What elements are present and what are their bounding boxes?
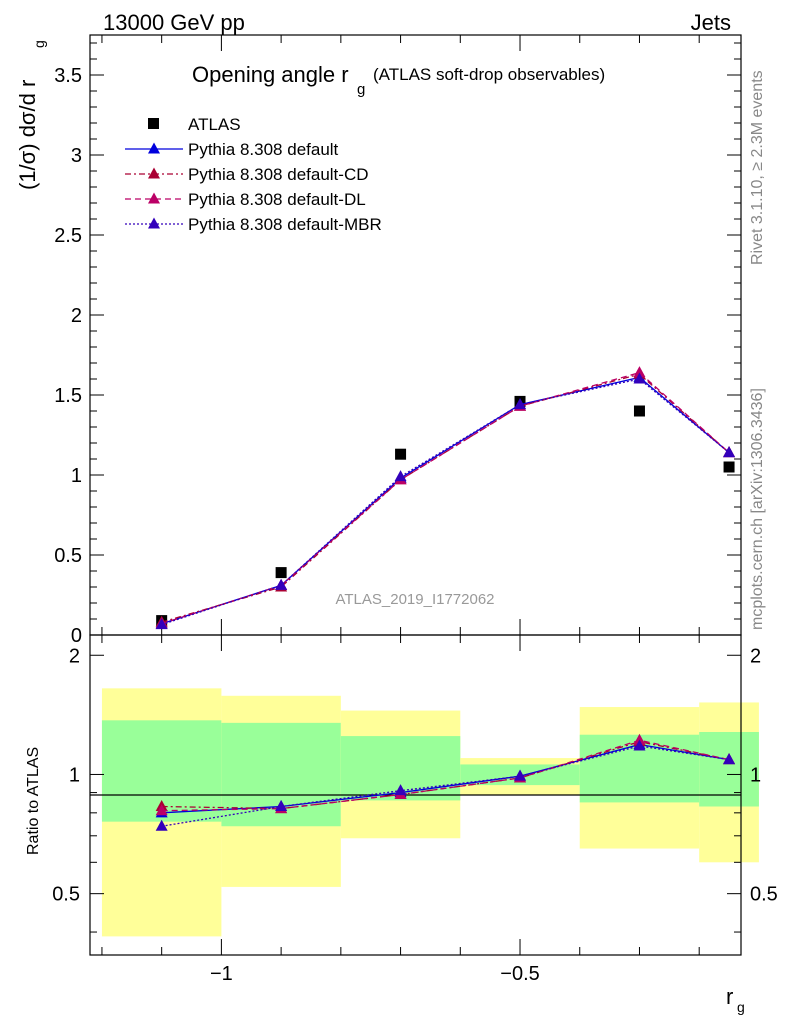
ratio-y-axis-label: Ratio to ATLAS	[25, 747, 42, 855]
legend-marker	[148, 142, 160, 154]
ratio-uncertainty-bands	[101, 688, 759, 937]
data-point	[275, 567, 287, 579]
data-point	[723, 446, 736, 458]
main-panel: 0.5 1 1.5 2 2.5 3 3.5 0 Opening angle r g (ATLA…	[15, 34, 742, 647]
data-point	[633, 372, 646, 384]
legend-label: Pythia 8.308 default-DL	[188, 190, 366, 209]
ratio-series-line	[161, 743, 730, 814]
legend: ATLAS Pythia 8.308 default Pythia 8.308 de…	[125, 115, 382, 234]
ratio-series-line	[161, 741, 730, 810]
series-pythia-8-308-default-dl	[155, 366, 736, 629]
data-point	[514, 398, 527, 410]
y-tick-label: 3	[71, 145, 82, 167]
x-tick-label: −0.5	[500, 963, 539, 985]
ratio-data-point	[155, 819, 168, 831]
legend-marker	[148, 192, 160, 204]
energy-label: 13000 GeV pp	[103, 10, 245, 35]
x-tick-label: −1	[210, 963, 233, 985]
y-tick-label: 1.5	[54, 385, 82, 407]
legend-label: Pythia 8.308 default	[188, 140, 339, 159]
main-series-group	[155, 366, 736, 630]
ratio-series-group	[155, 733, 736, 831]
data-point	[395, 448, 407, 460]
ratio-panel: 0.5 0.5 1 1 2 2 −1 −0.5 Ratio to ATLAS r g	[25, 634, 778, 1015]
ratio-y-tick-label: 1	[69, 764, 80, 786]
ratio-data-point	[723, 753, 736, 765]
ratio-axis-ticks	[90, 635, 741, 955]
ratio-y-tick-label-right: 0.5	[750, 884, 778, 906]
main-y-axis-label-main: (1/σ) dσ/d r	[15, 80, 40, 190]
ratio-data-point	[514, 769, 527, 781]
main-y-tick-labels: 0.5 1 1.5 2 2.5 3 3.5 0	[54, 65, 82, 647]
ratio-frame	[89, 634, 742, 956]
data-point	[633, 405, 645, 417]
series-pythia-8-308-default-cd	[155, 367, 736, 627]
band-stat	[699, 732, 759, 807]
ratio-data-point	[633, 739, 646, 751]
chart-title-sub: g	[357, 81, 365, 98]
ratio-series-line	[161, 739, 730, 812]
rivet-label: Rivet 3.1.10, ≥ 2.3M events	[749, 70, 766, 265]
ratio-y-tick-label: 2	[69, 645, 80, 667]
legend-marker	[148, 118, 159, 129]
ratio-series-pythia-8-308-default-mbr	[155, 739, 736, 831]
y-tick-label: 2	[71, 305, 82, 327]
y-tick-label: 1	[71, 465, 82, 487]
y-tick-label: 0.5	[54, 545, 82, 567]
ratio-y-tick-label-right: 2	[750, 645, 761, 667]
legend-marker	[148, 217, 160, 229]
ratio-y-tick-label-right: 1	[750, 764, 761, 786]
data-point	[155, 618, 168, 630]
mcplots-label: mcplots.cern.ch [arXiv:1306.3436]	[749, 388, 766, 630]
category-label: Jets	[691, 10, 731, 35]
ratio-data-point	[633, 733, 646, 745]
x-axis-label-sub: g	[737, 999, 745, 1015]
series-line	[161, 378, 730, 626]
ratio-data-point	[155, 804, 168, 816]
analysis-id-label: ATLAS_2019_I1772062	[335, 591, 494, 608]
legend-entry: Pythia 8.308 default-CD	[125, 165, 369, 184]
y-tick-label: 2.5	[54, 225, 82, 247]
legend-entry: Pythia 8.308 default-MBR	[125, 215, 382, 234]
data-point	[723, 461, 735, 473]
main-y-axis-label-sub: g	[31, 40, 47, 48]
chart-title: Opening angle r	[192, 62, 349, 87]
legend-marker	[148, 167, 160, 179]
legend-label: ATLAS	[188, 115, 241, 134]
legend-entry: Pythia 8.308 default	[125, 140, 339, 159]
chart-title-main: Opening angle r	[192, 62, 349, 87]
data-point	[275, 578, 288, 590]
y-tick-label: 3.5	[54, 65, 82, 87]
data-point	[633, 366, 646, 378]
main-y-axis-label: (1/σ) dσ/d r	[15, 80, 40, 190]
series-pythia-8-308-default-mbr	[155, 372, 736, 630]
series-pythia-8-308-default	[155, 370, 736, 629]
main-axis-ticks	[90, 35, 741, 636]
ratio-data-point	[394, 784, 407, 796]
legend-entry: Pythia 8.308 default-DL	[125, 190, 366, 209]
data-point	[394, 470, 407, 482]
legend-entry: ATLAS	[148, 115, 241, 134]
x-axis-label-main: r	[726, 984, 733, 1009]
ratio-data-point	[275, 800, 288, 812]
legend-label: Pythia 8.308 default-CD	[188, 165, 369, 184]
ratio-tick-labels: 0.5 0.5 1 1 2 2 −1 −0.5	[52, 645, 778, 985]
chart-title-paren: (ATLAS soft-drop observables)	[373, 65, 605, 84]
ratio-series-line	[161, 745, 730, 827]
ratio-y-tick-label: 0.5	[52, 884, 80, 906]
y-tick-label-zero: 0	[71, 625, 82, 647]
legend-label: Pythia 8.308 default-MBR	[188, 215, 382, 234]
